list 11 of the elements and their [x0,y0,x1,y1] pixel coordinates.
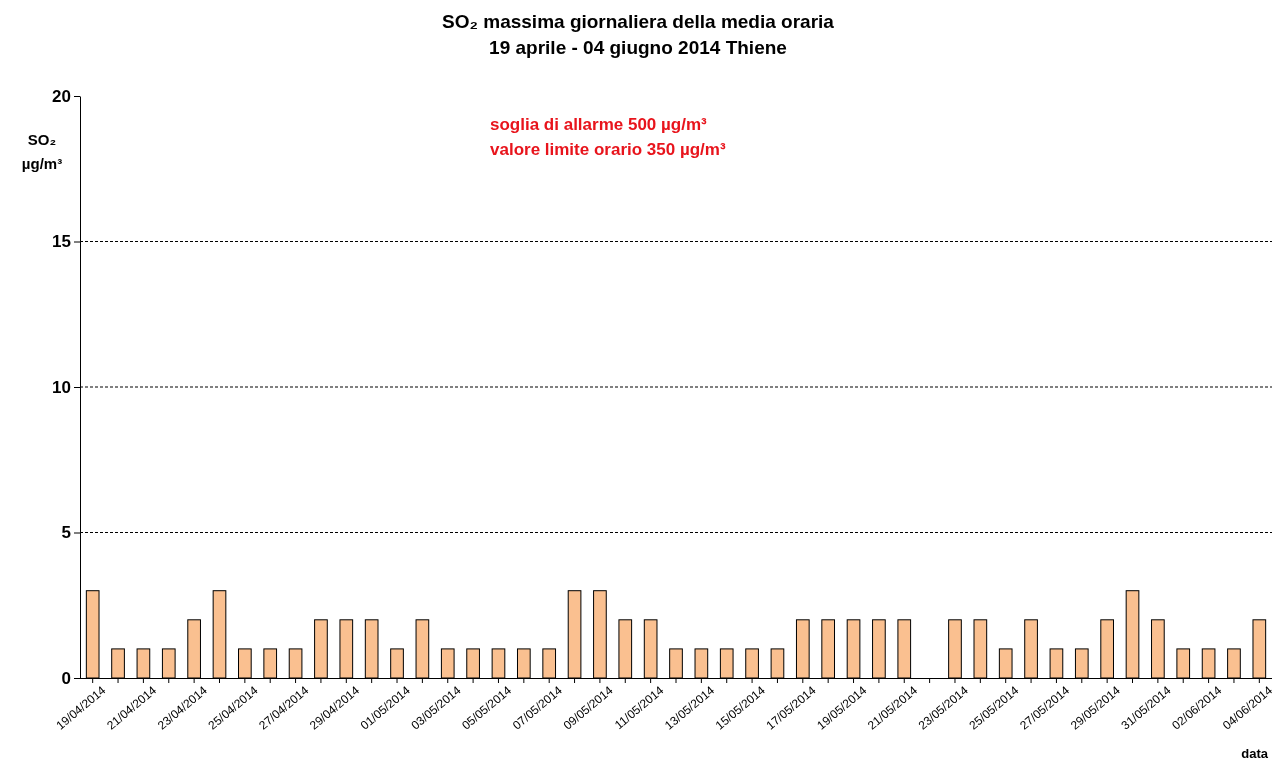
x-axis-title: data [1241,746,1269,761]
chart-subtitle: 19 aprile - 04 giugno 2014 Thiene [489,37,787,58]
annotation: soglia di allarme 500 µg/m³ [490,115,708,134]
annotation: valore limite orario 350 µg/m³ [490,140,726,159]
y-tick-label: 15 [52,232,71,252]
y-tick-label: 10 [52,377,71,397]
chart-title: SO₂ massima giornaliera della media oraria [442,11,835,32]
y-tick-label: 0 [61,668,71,688]
y-tick-label: 20 [52,86,71,106]
y-axis-title: SO₂ µg/m³ [21,131,63,172]
y-tick-label: 5 [61,523,71,543]
